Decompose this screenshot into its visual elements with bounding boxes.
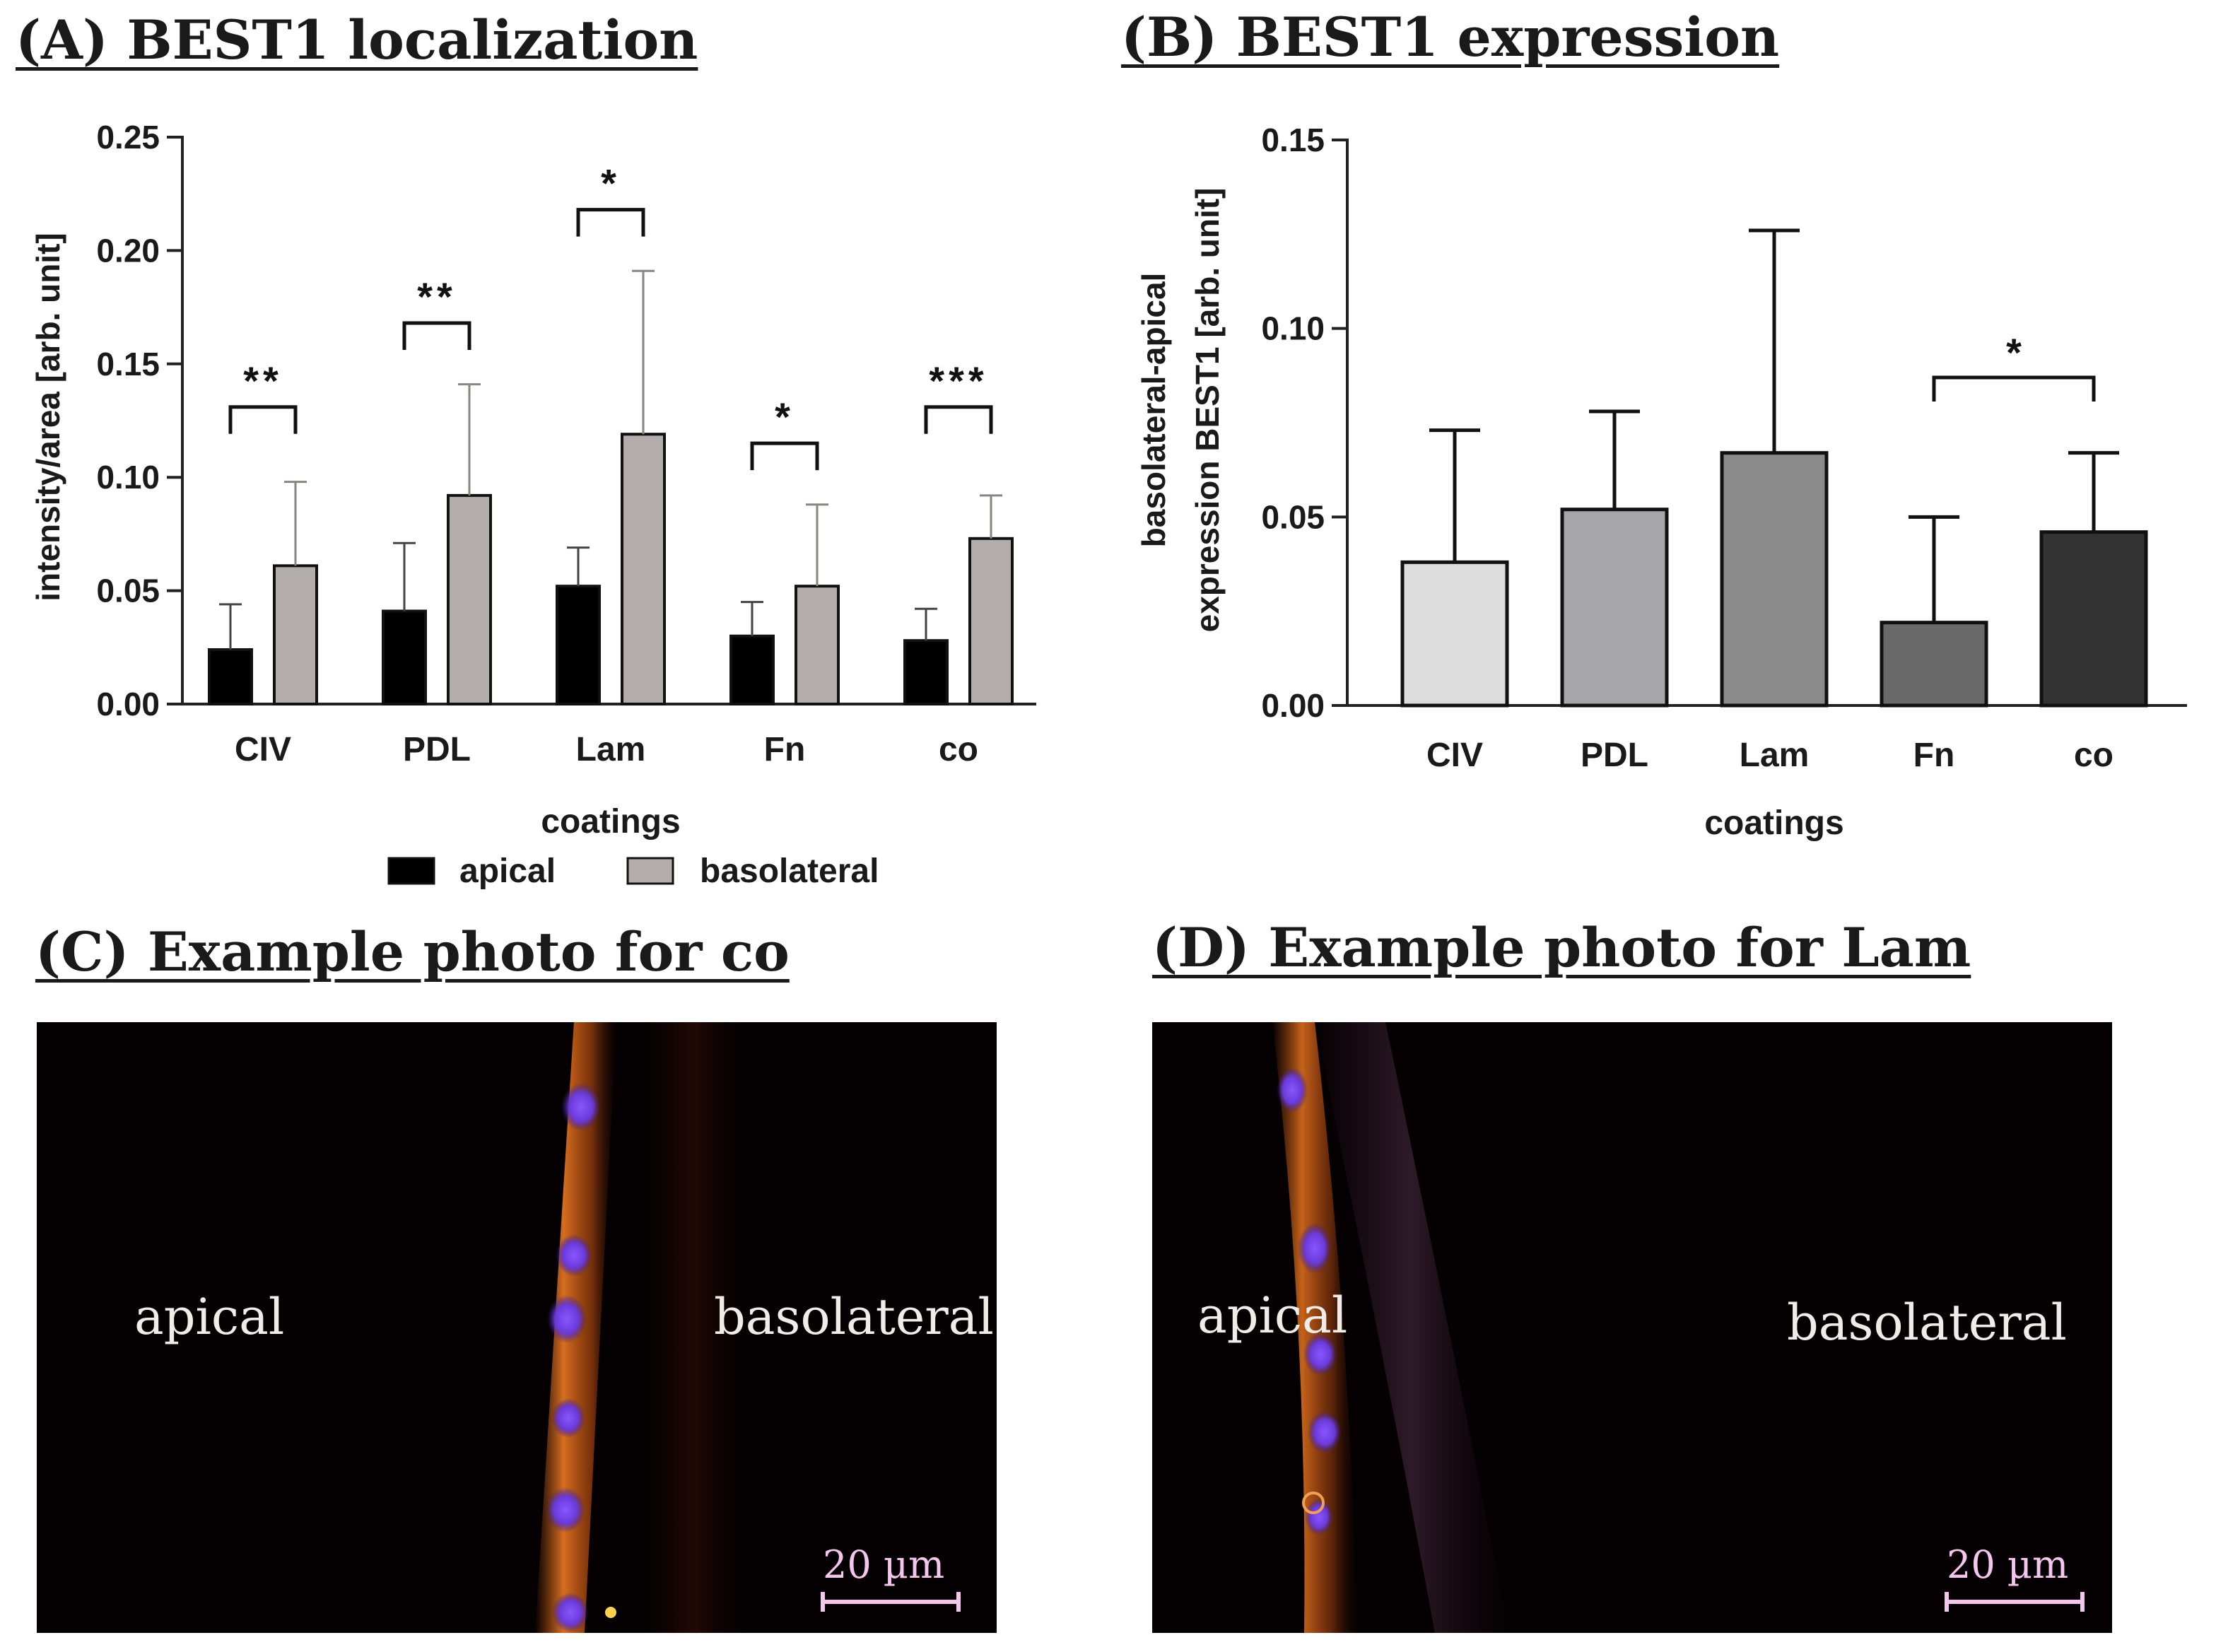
a-y-axis-label: intensity/area [arb. unit] [30, 233, 66, 601]
a-bar-apical [556, 585, 601, 706]
panel-b-title: (B) BEST1 expression [1121, 6, 1780, 69]
a-bar-basolateral [447, 493, 492, 705]
a-bar-basolateral [795, 585, 840, 706]
a-significance-bracket [750, 441, 819, 471]
a-x-tick-label: co [939, 731, 978, 768]
photo-c-basolateral-label: basolateral [714, 1288, 994, 1346]
photo-d-scale-bar [1945, 1592, 2085, 1612]
b-x-tick-label: PDL [1581, 737, 1648, 774]
b-significance-bracket [1932, 375, 2096, 402]
panel-c-title: (C) Example photo for co [35, 920, 790, 983]
a-significance-bracket [402, 321, 471, 351]
a-significance-stars: *** [929, 358, 987, 403]
a-significance-stars: ** [243, 358, 283, 403]
photo-c-cell-layer [535, 1022, 744, 1633]
a-x-tick-label: Lam [576, 731, 646, 768]
a-y-tick-label: 0.05 [96, 573, 160, 609]
photo-d-apical-label: apical [1197, 1287, 1348, 1345]
a-significance-stars: * [601, 161, 621, 206]
photo-c-apical-label: apical [134, 1288, 285, 1346]
chart-b-bar-chart: 0.00 0.05 0.10 0.15 CIV PDL Lam Fn co * coatings ba… [1135, 122, 2187, 842]
a-significance-bracket [576, 208, 645, 237]
a-bar-apical [382, 609, 427, 705]
a-bar-basolateral [273, 564, 318, 706]
a-legend-label-apical: apical [459, 853, 556, 890]
photo-c-scale-bar [821, 1592, 961, 1612]
a-y-tick-label: 0.25 [96, 119, 160, 156]
b-bar [1560, 508, 1669, 708]
a-bar-apical [903, 639, 949, 706]
b-x-tick-label: CIV [1426, 737, 1483, 774]
b-x-axis-label: coatings [1704, 804, 1843, 842]
b-y-axis-label-line1: basolateral-apical [1135, 273, 1172, 548]
photo-d-basolateral-label: basolateral [1787, 1294, 2067, 1352]
a-significance-bracket [228, 405, 298, 434]
a-y-tick-label: 0.15 [96, 346, 160, 382]
b-bar [1400, 560, 1509, 708]
b-y-tick-label: 0.05 [1261, 498, 1325, 535]
panel-d-title: (D) Example photo for Lam [1152, 916, 1971, 979]
b-bar [2039, 530, 2148, 708]
b-significance-stars: * [2006, 330, 2022, 375]
a-x-axis-label: coatings [541, 803, 680, 840]
b-x-tick-label: co [2074, 737, 2114, 774]
b-x-tick-label: Fn [1913, 737, 1955, 774]
panel-a-title: (A) BEST1 localization [16, 8, 698, 71]
photo-c-scale-label: 20 µm [823, 1542, 945, 1587]
a-significance-bracket [924, 405, 993, 434]
a-bar-apical [208, 648, 253, 705]
b-y-tick-label: 0.00 [1261, 687, 1325, 724]
a-x-tick-label: CIV [235, 731, 291, 768]
b-bar [1880, 621, 1988, 708]
a-x-tick-label: Fn [764, 731, 806, 768]
a-significance-stars: * [775, 394, 795, 439]
a-x-tick-label: PDL [403, 731, 471, 768]
a-y-tick-label: 0.10 [96, 459, 160, 496]
a-y-tick-label: 0.20 [96, 232, 160, 269]
b-x-tick-label: Lam [1740, 737, 1810, 774]
a-bar-apical [729, 634, 775, 706]
a-bar-basolateral [968, 537, 1014, 705]
photo-d-cell-layer [1272, 1022, 1509, 1633]
a-legend-label-basolateral: basolateral [700, 853, 879, 890]
photo-d-micrograph: apical basolateral 20 µm [1152, 1022, 2112, 1633]
a-bar-basolateral [621, 433, 666, 705]
b-y-axis-label-line2: expression BEST1 [arb. unit] [1189, 188, 1226, 633]
a-legend-swatch-basolateral [626, 857, 674, 885]
a-y-tick-label: 0.00 [96, 686, 160, 722]
photo-d-scale-label: 20 µm [1947, 1542, 2069, 1587]
a-legend-swatch-apical [387, 857, 435, 885]
b-y-tick-label: 0.10 [1261, 310, 1325, 347]
b-y-tick-label: 0.15 [1261, 122, 1325, 158]
a-significance-stars: ** [417, 274, 457, 319]
b-bar [1720, 451, 1829, 708]
photo-c-micrograph: apical basolateral 20 µm [37, 1022, 997, 1633]
